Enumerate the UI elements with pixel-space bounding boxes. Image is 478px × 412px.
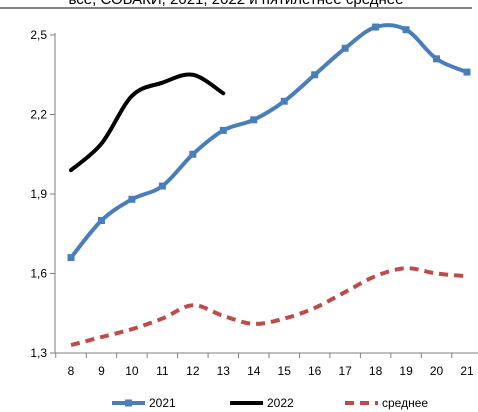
x-tick-label: 15 xyxy=(278,364,292,378)
x-tick-label: 10 xyxy=(125,364,139,378)
x-tick-label: 20 xyxy=(430,364,444,378)
legend-label-2021: 2021 xyxy=(149,396,176,410)
x-tick-label: 8 xyxy=(68,364,75,378)
series-point-2021 xyxy=(67,254,75,262)
series-lines xyxy=(67,23,471,347)
y-tick-label: 1,9 xyxy=(30,187,47,201)
legend-label-2022: 2022 xyxy=(267,396,294,410)
chart-title: все, СОБАКИ, 2021, 2022 и пятилетнее сре… xyxy=(69,0,404,8)
series-point-2021 xyxy=(128,195,136,203)
series-point-2021 xyxy=(280,97,288,105)
series-point-2021 xyxy=(402,26,410,34)
x-tick-label: 17 xyxy=(338,364,352,378)
series-line-2022 xyxy=(69,72,226,173)
series-point-2021 xyxy=(189,150,197,158)
y-tick-label: 2,2 xyxy=(30,108,47,122)
x-tick-label: 12 xyxy=(186,364,200,378)
x-tick-label: 21 xyxy=(460,364,474,378)
axes: 1,3 1,6 1,9 2,2 2,5 8 9 10 11 12 13 14 15 16 17 18 19 20 2… xyxy=(30,28,478,378)
legend-marker-2021 xyxy=(125,399,132,407)
series-point-2021 xyxy=(97,217,105,224)
x-tick-label: 9 xyxy=(98,364,105,378)
series-point-2021 xyxy=(341,44,349,52)
x-tick-label: 19 xyxy=(399,364,413,378)
x-tick-label: 11 xyxy=(156,364,169,378)
series-point-2021 xyxy=(433,55,441,63)
series-line-среднее xyxy=(70,266,468,347)
series-point-2021 xyxy=(372,23,380,31)
series-point-2021 xyxy=(158,182,166,190)
series-line-2021 xyxy=(69,23,469,260)
series-point-2021 xyxy=(250,116,258,124)
series-point-2021 xyxy=(463,68,471,76)
x-tick-label: 14 xyxy=(247,364,261,378)
series-point-2021 xyxy=(311,71,319,79)
legend-label-среднее: среднее xyxy=(382,396,428,410)
legend: 2021 2022 среднее xyxy=(112,396,428,410)
y-tick-label: 2,5 xyxy=(30,28,47,42)
x-tick-label: 18 xyxy=(369,364,383,378)
y-tick-label: 1,3 xyxy=(30,346,47,360)
series-point-2021 xyxy=(219,126,227,134)
x-tick-label: 16 xyxy=(308,364,322,378)
y-tick-label: 1,6 xyxy=(30,267,47,281)
x-tick-label: 13 xyxy=(217,364,231,378)
